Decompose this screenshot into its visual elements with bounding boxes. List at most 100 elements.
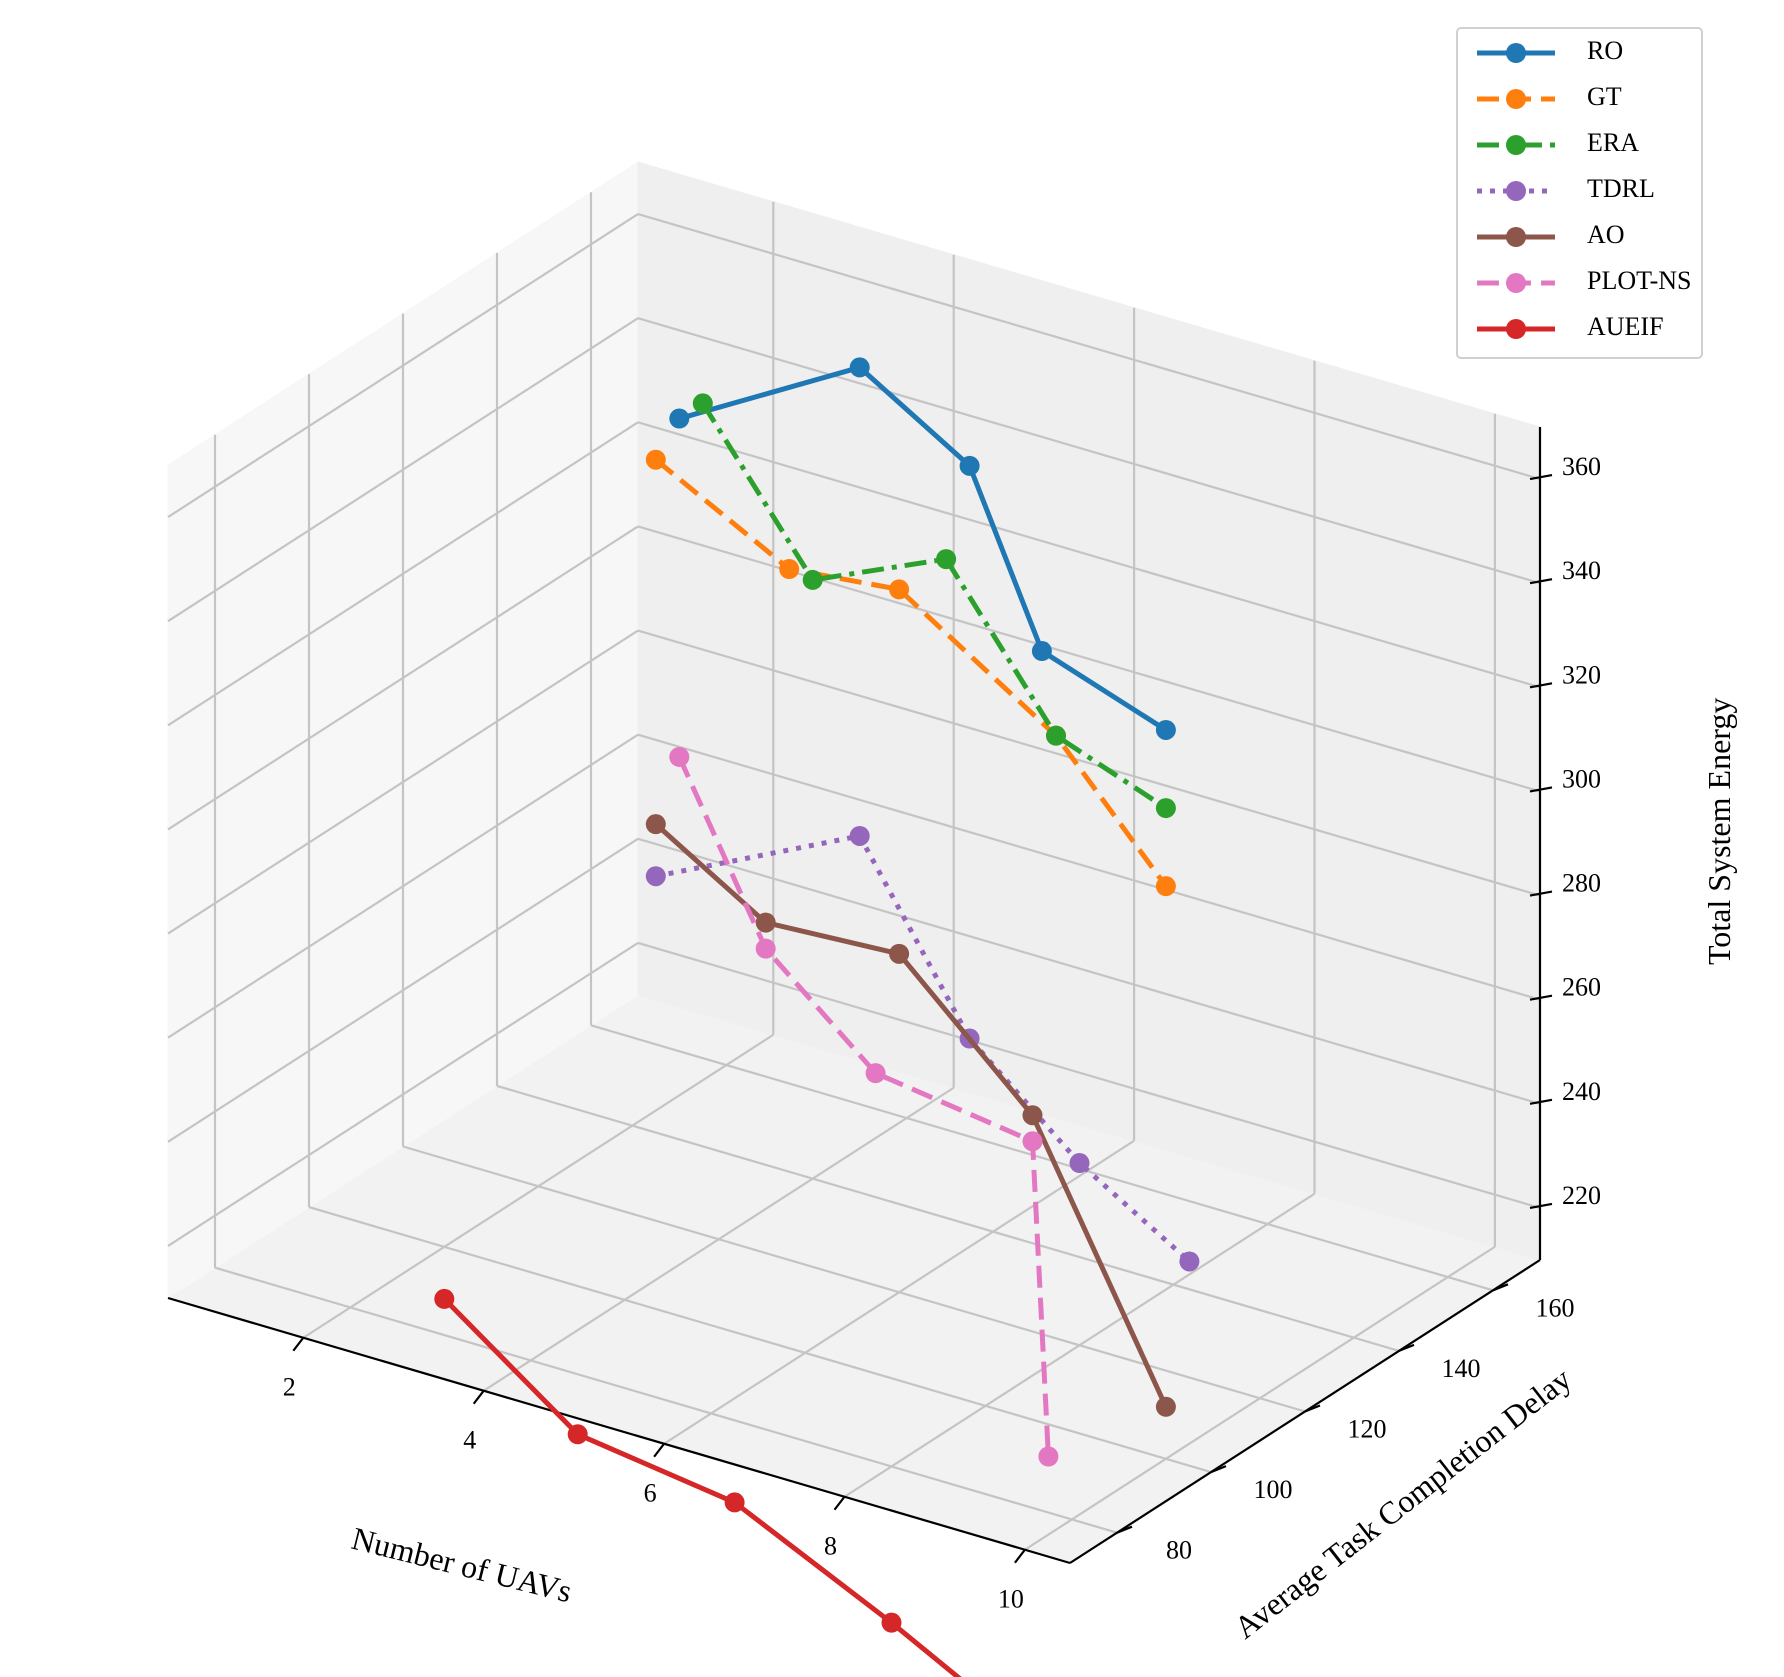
y-tick-label: 140 [1442, 1354, 1481, 1383]
series-aueif [434, 1288, 962, 1677]
legend-item: AO [1477, 220, 1625, 249]
data-point [724, 1492, 745, 1513]
series-plot-ns [669, 746, 1059, 1467]
z-tick-mark [1529, 890, 1553, 897]
data-point [1179, 1251, 1200, 1272]
z-tick-label: 300 [1562, 764, 1601, 793]
y-grid-floor [402, 1145, 1306, 1413]
y-tick-mark [1210, 1465, 1227, 1474]
y-tick-label: 80 [1166, 1536, 1192, 1565]
gridlines [167, 192, 1541, 1551]
legend-label: AUEIF [1587, 312, 1664, 341]
z-tick-mark [1529, 473, 1553, 481]
data-point [434, 1288, 455, 1309]
legend-swatch-marker [1506, 319, 1526, 339]
z-axis-label: Total System Energy [1701, 698, 1737, 965]
z-tick-mark [1529, 682, 1553, 689]
y-tick-label: 100 [1254, 1475, 1293, 1504]
z-grid-left [167, 317, 639, 623]
legend-label: ERA [1587, 128, 1639, 157]
legend-item: AUEIF [1477, 312, 1664, 341]
data-point [1022, 1131, 1043, 1152]
y-grid-floor [590, 1024, 1494, 1292]
series-era [692, 393, 1176, 819]
z-grid-back [637, 941, 1541, 1209]
legend-swatch-marker [1506, 89, 1526, 109]
z-grid-left [167, 629, 639, 935]
series-ao [645, 814, 1176, 1417]
legend-swatch-marker [1506, 43, 1526, 63]
legend-item: RO [1477, 36, 1623, 65]
data-point [802, 569, 823, 590]
data-point [1038, 1446, 1059, 1467]
z-tick-mark [1529, 578, 1553, 585]
data-point [567, 1424, 588, 1445]
y-tick-label: 160 [1536, 1293, 1575, 1322]
data-point [1022, 1105, 1043, 1126]
data-point [1155, 876, 1176, 897]
x-tick-label: 4 [463, 1426, 476, 1455]
data-series [434, 357, 1200, 1677]
data-point [936, 549, 957, 570]
x-tick-label: 10 [998, 1585, 1024, 1614]
z-tick-label: 240 [1562, 1077, 1601, 1106]
data-point [849, 357, 870, 378]
data-point [645, 449, 666, 470]
x-tick-mark [1014, 1549, 1026, 1564]
z-grid-left [167, 837, 639, 1143]
legend-item: GT [1477, 82, 1622, 111]
z-grid-left [167, 213, 639, 518]
data-point [755, 938, 776, 959]
z-tick-label: 360 [1562, 452, 1601, 481]
series-line [677, 755, 1051, 1457]
data-point [959, 455, 980, 476]
legend-item: ERA [1477, 128, 1639, 157]
y-tick-mark [1492, 1283, 1509, 1292]
z-tick-label: 220 [1562, 1181, 1601, 1210]
legend-label: AO [1587, 220, 1625, 249]
data-point [849, 825, 870, 846]
x-tick-mark [653, 1443, 665, 1458]
series-ro [669, 357, 1176, 740]
data-point [1155, 1396, 1176, 1417]
legend-swatch-marker [1506, 227, 1526, 247]
x-tick-mark [833, 1496, 846, 1511]
legend-label: RO [1587, 36, 1623, 65]
data-point [779, 559, 800, 580]
data-point [1069, 1153, 1090, 1174]
z-grid-back [637, 421, 1541, 689]
y-grid-floor [214, 1266, 1118, 1534]
data-point [865, 1063, 886, 1084]
z-grid-back [637, 837, 1541, 1105]
legend: RO GT ERA TDRL AO PLOT-NS AUEIF [1456, 27, 1703, 359]
x-axis-line [167, 1296, 1071, 1565]
legend-label: GT [1587, 82, 1622, 111]
x-tick-label: 8 [824, 1532, 837, 1561]
z-grid-back [637, 629, 1541, 897]
legend-label: PLOT-NS [1587, 266, 1692, 295]
y-tick-label: 120 [1348, 1414, 1387, 1443]
x-tick-label: 6 [644, 1479, 657, 1508]
data-point [1031, 641, 1052, 662]
series-line [700, 402, 1168, 811]
series-line [655, 833, 1192, 1264]
data-point [669, 408, 690, 429]
data-point [755, 912, 776, 933]
z-grid-left [167, 733, 639, 1039]
z-grid-left [167, 421, 639, 727]
y-grid-floor [496, 1084, 1400, 1352]
y-tick-mark [1116, 1525, 1133, 1534]
z-tick-mark [1529, 1202, 1553, 1210]
data-point [645, 866, 666, 887]
x-tick-mark [472, 1390, 485, 1405]
data-point [889, 579, 910, 600]
legend-item: PLOT-NS [1477, 266, 1692, 295]
z-tick-label: 260 [1562, 973, 1601, 1002]
z-tick-mark [1529, 994, 1553, 1001]
y-tick-mark [1304, 1404, 1321, 1413]
data-point [692, 393, 713, 414]
y-grid-floor [308, 1206, 1212, 1474]
x-tick-mark [292, 1337, 305, 1352]
legend-label: TDRL [1587, 174, 1655, 203]
